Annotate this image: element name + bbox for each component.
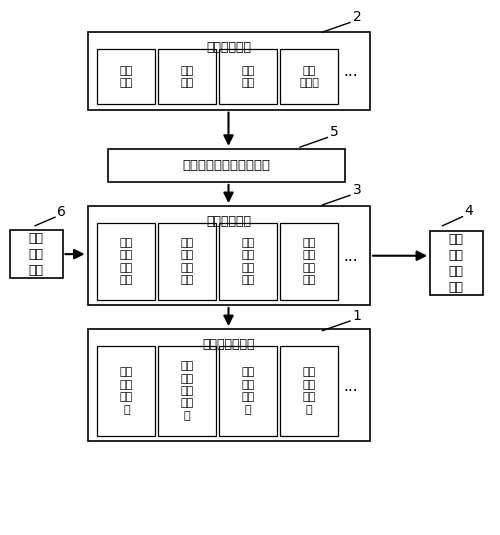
Text: 社区
信息
显示
系统: 社区 信息 显示 系统 bbox=[449, 233, 464, 294]
Text: 健康
档案
管理
模块: 健康 档案 管理 模块 bbox=[302, 238, 316, 285]
Bar bbox=[219, 223, 277, 300]
Text: 健康
信息
数据
库: 健康 信息 数据 库 bbox=[302, 368, 316, 415]
Text: ···: ··· bbox=[343, 69, 358, 85]
Bar bbox=[98, 223, 156, 300]
Bar bbox=[88, 329, 370, 441]
Bar bbox=[158, 223, 216, 300]
Text: 房屋
出租
数据
库: 房屋 出租 数据 库 bbox=[242, 368, 255, 415]
Bar bbox=[219, 346, 277, 436]
Text: 户主
信息
管理
模块: 户主 信息 管理 模块 bbox=[120, 238, 133, 285]
Text: 流动
人员: 流动 人员 bbox=[180, 66, 194, 88]
Bar bbox=[280, 346, 338, 436]
Text: 3: 3 bbox=[352, 183, 361, 197]
Text: 5: 5 bbox=[330, 125, 339, 139]
Text: 户主
信息
数据
库: 户主 信息 数据 库 bbox=[120, 368, 133, 415]
Text: 房屋
出租
管理
模块: 房屋 出租 管理 模块 bbox=[242, 238, 255, 285]
Text: ···: ··· bbox=[343, 254, 358, 269]
Bar bbox=[88, 206, 370, 305]
Text: 4: 4 bbox=[464, 204, 473, 218]
Text: 房屋
户主: 房屋 户主 bbox=[120, 66, 133, 88]
Text: 2: 2 bbox=[352, 10, 361, 24]
Text: ···: ··· bbox=[343, 384, 358, 399]
Text: 健康
服务
中心: 健康 服务 中心 bbox=[29, 232, 44, 277]
Bar bbox=[158, 49, 216, 104]
Bar bbox=[10, 230, 62, 278]
Text: 6: 6 bbox=[56, 205, 66, 219]
Text: 物业
公司: 物业 公司 bbox=[242, 66, 255, 88]
Bar bbox=[98, 346, 156, 436]
Bar bbox=[219, 49, 277, 104]
Bar bbox=[158, 346, 216, 436]
Text: 流动
人口
信息
数据
库: 流动 人口 信息 数据 库 bbox=[180, 361, 194, 421]
Bar bbox=[98, 49, 156, 104]
Text: 业主
管委会: 业主 管委会 bbox=[299, 66, 319, 88]
Text: 1: 1 bbox=[352, 309, 362, 323]
Bar bbox=[280, 223, 338, 300]
Text: 社区管理平台: 社区管理平台 bbox=[206, 215, 251, 227]
Text: 社区信息数据库: 社区信息数据库 bbox=[202, 338, 255, 350]
Bar bbox=[430, 231, 482, 295]
Text: 用户识别和权限管理模块: 用户识别和权限管理模块 bbox=[182, 159, 270, 172]
Bar bbox=[280, 49, 338, 104]
Text: 流动
人口
管理
模块: 流动 人口 管理 模块 bbox=[180, 238, 194, 285]
Bar bbox=[108, 149, 345, 182]
Bar bbox=[88, 32, 370, 110]
Text: 智能终端用户: 智能终端用户 bbox=[206, 41, 251, 54]
